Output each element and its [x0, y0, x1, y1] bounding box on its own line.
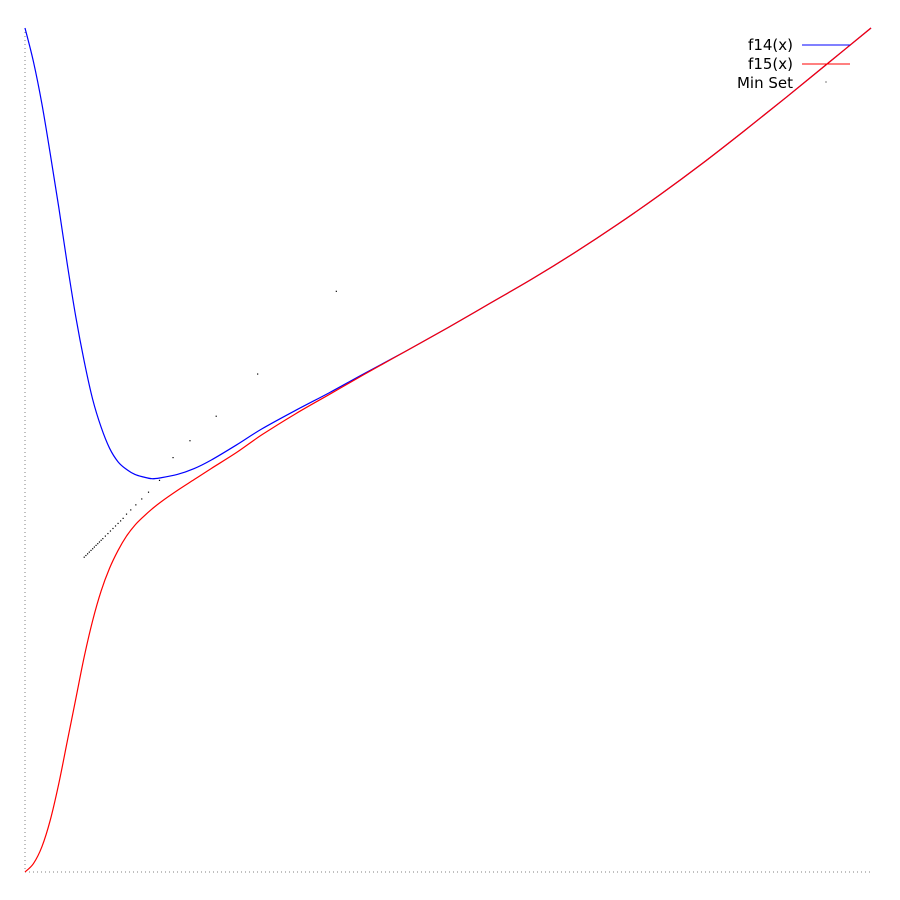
data-point: [85, 554, 87, 557]
series-points-min-set: [83, 290, 337, 558]
data-point: [189, 440, 191, 442]
data-point: [130, 509, 132, 511]
data-point: [93, 546, 95, 548]
data-point: [109, 530, 112, 532]
data-point: [95, 544, 97, 546]
data-point: [335, 290, 337, 292]
axes: [24, 28, 871, 873]
data-point: [97, 543, 99, 545]
data-point: [114, 525, 117, 527]
legend-label-min-set: Min Set: [737, 74, 793, 92]
data-point: [125, 513, 128, 515]
data-point: [83, 556, 85, 558]
data-point: [100, 539, 102, 541]
series-line-f15-x: [24, 27, 872, 873]
legend: f14(x) f15(x) Min Set: [737, 36, 850, 92]
series-line-f14-x: [24, 27, 872, 480]
data-point: [141, 498, 143, 500]
data-point: [112, 527, 114, 530]
data-point: [117, 522, 119, 525]
data-point: [102, 538, 104, 540]
data-point: [92, 548, 94, 550]
data-point: [120, 520, 122, 522]
legend-label-f15: f15(x): [748, 55, 793, 73]
data-point: [98, 541, 101, 543]
data-point: [107, 532, 109, 535]
data-point: [257, 373, 259, 375]
data-point: [87, 553, 89, 555]
data-point: [147, 491, 150, 493]
data-point: [90, 549, 92, 552]
legend-swatch-min-set: [825, 81, 827, 83]
data-point: [104, 535, 106, 537]
data-point: [215, 415, 217, 417]
data-point: [135, 504, 137, 506]
data-point: [158, 479, 161, 481]
data-point: [122, 517, 124, 519]
series-layer: [24, 27, 872, 873]
data-point: [88, 551, 90, 553]
legend-label-f14: f14(x): [748, 36, 793, 54]
data-point: [172, 457, 174, 459]
